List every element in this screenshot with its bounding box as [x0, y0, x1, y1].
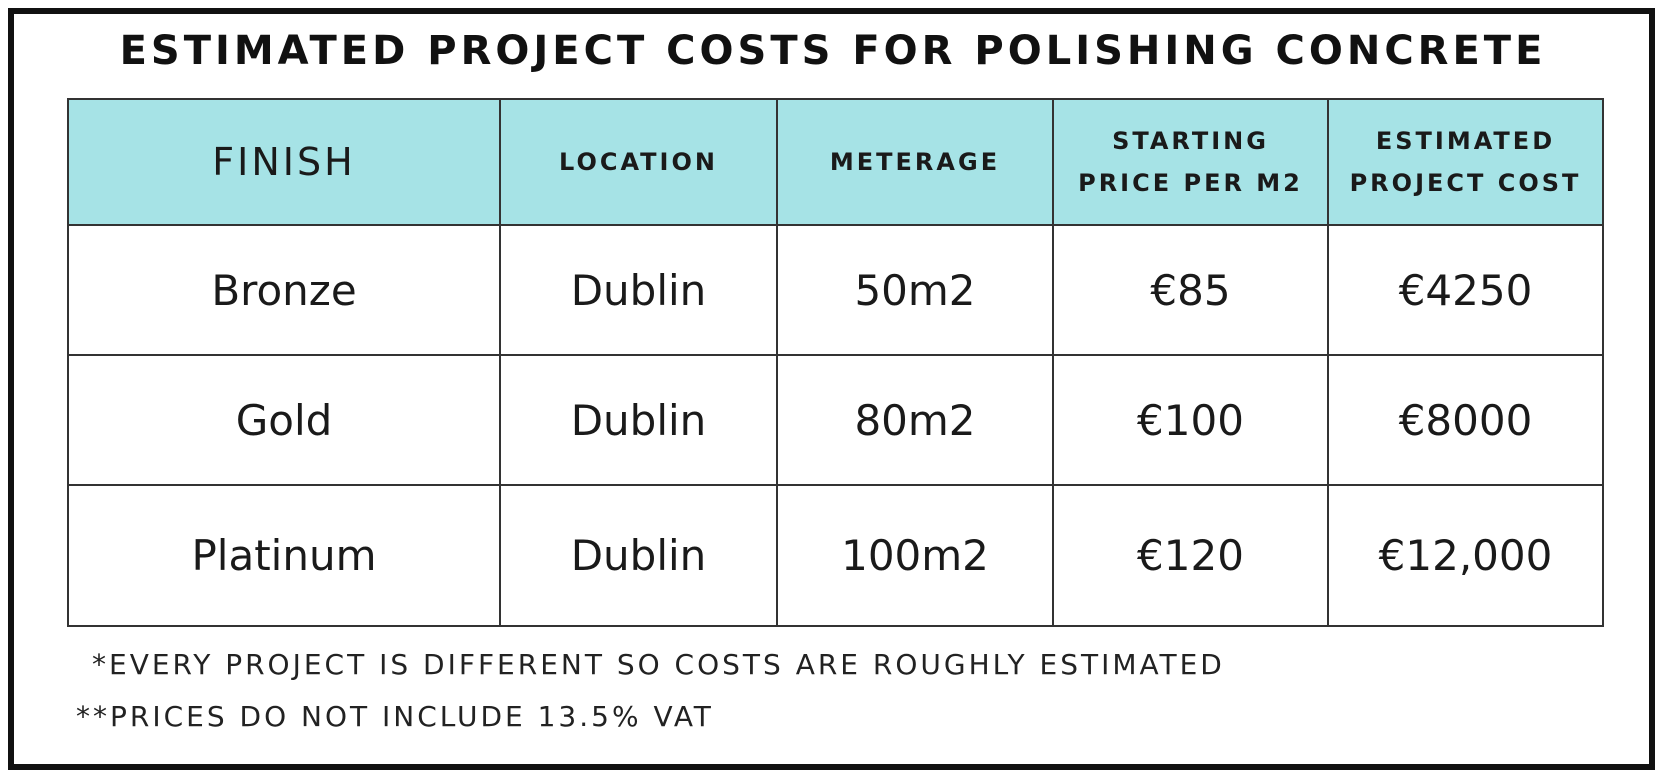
cell: €4250	[1327, 224, 1604, 356]
cell: 100m2	[776, 484, 1054, 627]
column-header: ESTIMATED PROJECT COST	[1327, 98, 1604, 226]
cell: €120	[1052, 484, 1329, 627]
cell: Dublin	[499, 354, 778, 486]
column-header: FINISH	[67, 98, 501, 226]
header-row: FINISH LOCATION METERAGE STARTING PRICE …	[67, 98, 1604, 226]
row: Platinum Dublin 100m2 €120 €12,000	[67, 484, 1604, 627]
note: *EVERY PROJECT IS DIFFERENT SO COSTS ARE…	[92, 648, 1225, 681]
title: ESTIMATED PROJECT COSTS FOR POLISHING CO…	[119, 28, 1547, 74]
cell: 80m2	[776, 354, 1054, 486]
cell: Bronze	[67, 224, 501, 356]
column-header: METERAGE	[776, 98, 1054, 226]
cell: Dublin	[499, 224, 778, 356]
cell: Platinum	[67, 484, 501, 627]
row: Gold Dublin 80m2 €100 €8000	[67, 354, 1604, 486]
cell: Dublin	[499, 484, 778, 627]
cell: 50m2	[776, 224, 1054, 356]
column-header: STARTING PRICE PER M2	[1052, 98, 1329, 226]
cell: Gold	[67, 354, 501, 486]
cost-table: FINISH LOCATION METERAGE STARTING PRICE …	[67, 98, 1604, 627]
cell: €100	[1052, 354, 1329, 486]
cell: €12,000	[1327, 484, 1604, 627]
cell: €8000	[1327, 354, 1604, 486]
row: Bronze Dublin 50m2 €85 €4250	[67, 224, 1604, 356]
note: **PRICES DO NOT INCLUDE 13.5% VAT	[76, 700, 714, 733]
column-header: LOCATION	[499, 98, 778, 226]
cell: €85	[1052, 224, 1329, 356]
